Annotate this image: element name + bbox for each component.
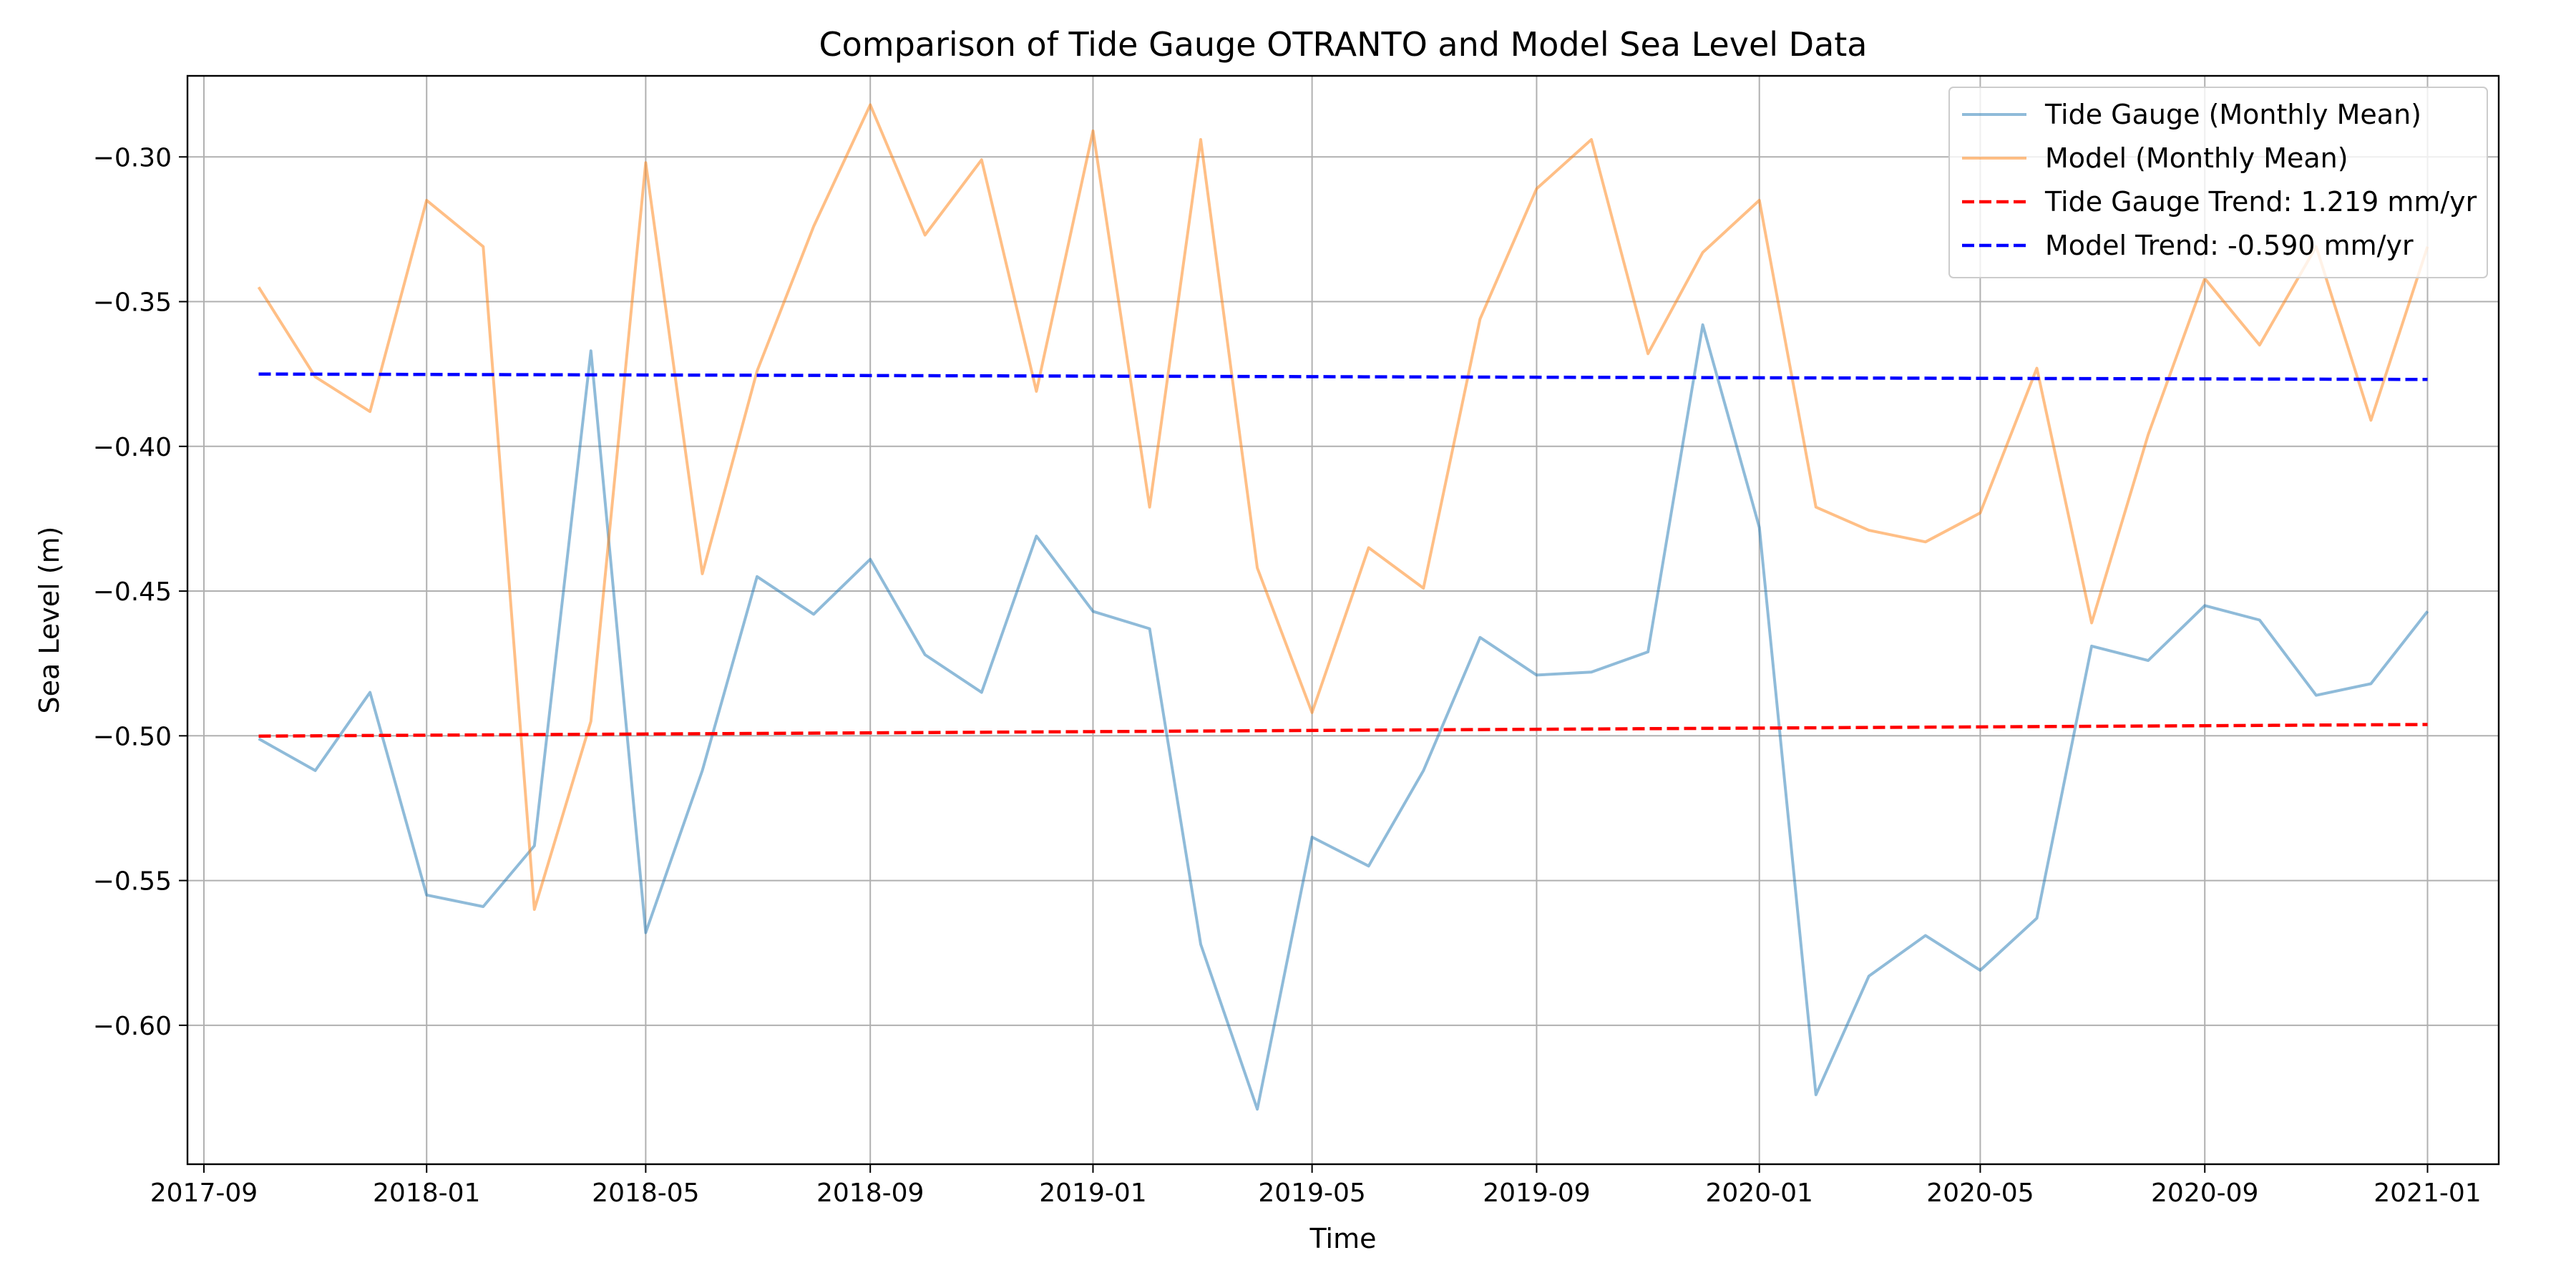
y-tick-label: −0.40 xyxy=(93,433,172,462)
y-tick-label: −0.60 xyxy=(93,1012,172,1041)
x-axis: 2017-09 2018-01 2018-05 2018-09 2019-01 2019-… xyxy=(150,1164,2482,1208)
x-tick-label: 2018-09 xyxy=(816,1179,924,1208)
series-line-3 xyxy=(258,723,2428,738)
x-tick-label: 2020-05 xyxy=(1926,1179,2034,1208)
x-tick-label: 2020-09 xyxy=(2151,1179,2258,1208)
x-tick-label: 2019-09 xyxy=(1483,1179,1590,1208)
y-tick-label: −0.30 xyxy=(93,143,172,172)
x-tick-label: 2017-09 xyxy=(150,1179,258,1208)
series-line-2 xyxy=(257,103,2429,911)
legend-label: Tide Gauge Trend: 1.219 mm/yr xyxy=(2044,186,2477,218)
y-tick-label: −0.45 xyxy=(93,577,172,607)
series-line-4 xyxy=(258,372,2428,381)
series-line-1 xyxy=(258,323,2429,1111)
legend: Tide Gauge (Monthly Mean) Model (Monthly … xyxy=(1948,87,2488,278)
legend-label: Tide Gauge (Monthly Mean) xyxy=(2044,99,2421,130)
x-tick-label: 2018-05 xyxy=(592,1179,699,1208)
x-tick-label: 2018-01 xyxy=(373,1179,480,1208)
x-tick-label: 2019-01 xyxy=(1039,1179,1146,1208)
series-layer xyxy=(257,103,2429,1111)
y-tick-label: −0.35 xyxy=(93,288,172,318)
y-tick-label: −0.55 xyxy=(93,867,172,897)
y-tick-label: −0.50 xyxy=(93,722,172,751)
y-axis-label: Sea Level (m) xyxy=(34,527,65,714)
x-tick-label: 2020-01 xyxy=(1705,1179,1813,1208)
legend-label: Model Trend: -0.590 mm/yr xyxy=(2045,230,2414,261)
plot-frame xyxy=(186,74,2500,1166)
x-tick-label: 2019-05 xyxy=(1258,1179,1365,1208)
y-axis: −0.60 −0.55 −0.50 −0.45 −0.40 −0.35 −0.30 xyxy=(93,143,187,1041)
x-tick-label: 2021-01 xyxy=(2373,1179,2481,1208)
legend-label: Model (Monthly Mean) xyxy=(2045,142,2348,174)
legend-box xyxy=(1948,87,2488,278)
chart-title: Comparison of Tide Gauge OTRANTO and Mod… xyxy=(819,25,1868,64)
x-axis-label: Time xyxy=(1309,1223,1377,1254)
